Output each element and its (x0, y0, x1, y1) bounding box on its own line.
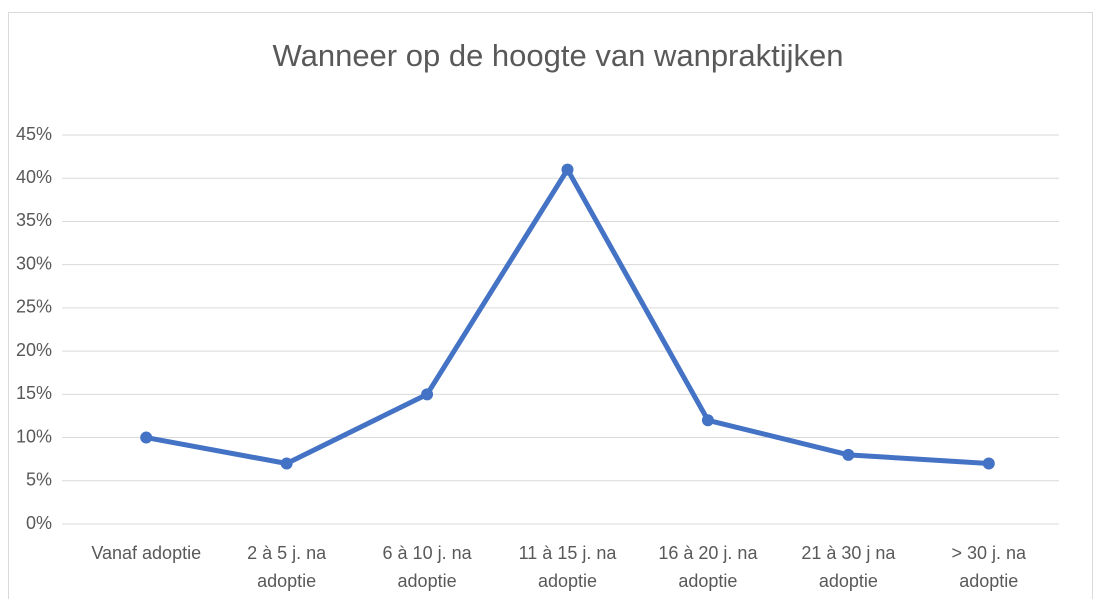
marker (421, 388, 434, 401)
y-tick-label: 45% (16, 124, 52, 144)
chart-border (8, 12, 1093, 599)
y-tick-label: 20% (16, 340, 52, 360)
y-tick-label: 5% (26, 470, 52, 490)
x-tick-label: Vanaf adoptie (91, 543, 201, 563)
x-tick-label: 16 à 20 j. na adoptie (658, 543, 758, 591)
y-tick-label: 0% (26, 513, 52, 533)
y-tick-label: 30% (16, 253, 52, 273)
x-tick-label: 11 à 15 j. na adoptie (519, 543, 618, 591)
marker (561, 163, 574, 176)
y-tick-label: 40% (16, 167, 52, 187)
x-tick-label: 2 à 5 j. na adoptie (247, 543, 327, 591)
marker (701, 414, 714, 427)
y-tick-label: 15% (16, 383, 52, 403)
x-tick-label: > 30 j. na adoptie (952, 543, 1028, 591)
marker (982, 457, 995, 470)
y-tick-label: 35% (16, 210, 52, 230)
x-tick-label: 21 à 30 j na adoptie (801, 543, 896, 591)
marker (842, 448, 855, 461)
x-tick-label: 6 à 10 j. na adoptie (383, 543, 473, 591)
chart-title: Wanneer op de hoogte van wanpraktijken (272, 38, 843, 73)
y-tick-label: 10% (16, 426, 52, 446)
marker (140, 431, 153, 444)
marker (280, 457, 293, 470)
y-tick-label: 25% (16, 297, 52, 317)
